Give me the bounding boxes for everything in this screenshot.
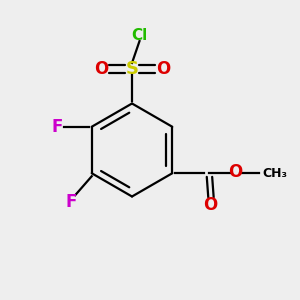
Text: Cl: Cl [131, 28, 148, 43]
Text: O: O [228, 163, 242, 181]
Text: F: F [65, 194, 76, 211]
Text: O: O [94, 60, 108, 78]
Text: F: F [52, 118, 63, 136]
Text: CH₃: CH₃ [262, 167, 287, 180]
Text: O: O [203, 196, 218, 214]
Text: S: S [125, 60, 139, 78]
Text: O: O [156, 60, 170, 78]
